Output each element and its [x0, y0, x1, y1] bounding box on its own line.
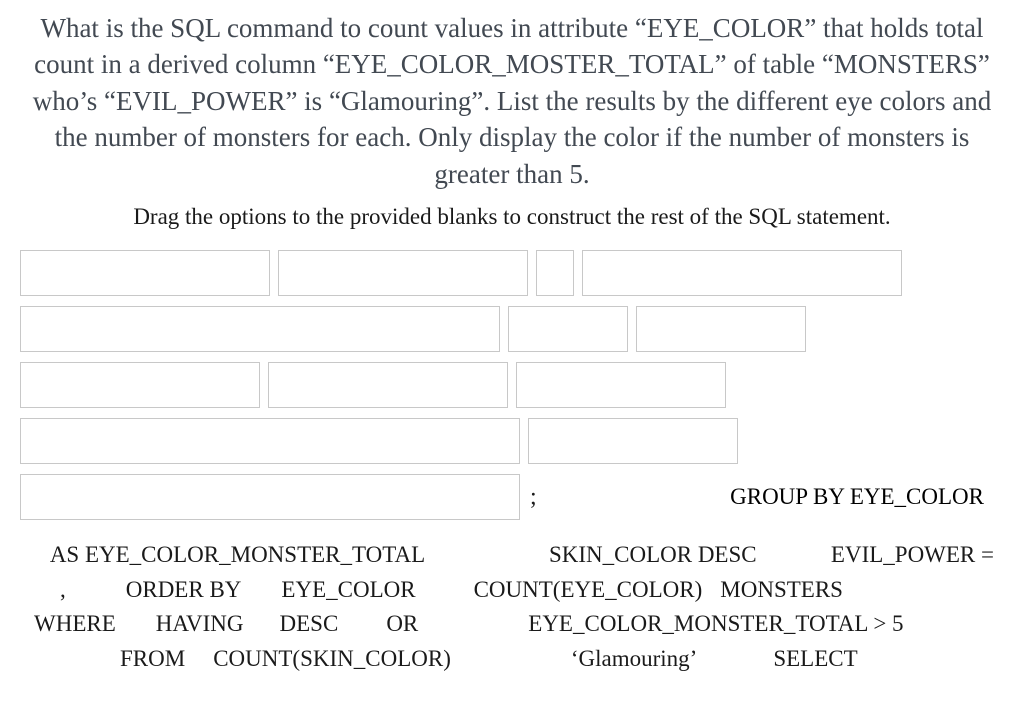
draggable-option[interactable]: AS EYE_COLOR_MONSTER_TOTAL — [50, 538, 425, 573]
option-row: WHERE HAVING DESC OR EYE_COLOR_MONSTER_TOTAL… — [30, 607, 994, 642]
blank-slot[interactable] — [536, 250, 574, 296]
draggable-option[interactable]: , — [60, 573, 66, 608]
blank-slot[interactable] — [268, 362, 508, 408]
draggable-option[interactable]: ‘Glamouring’ — [571, 642, 697, 677]
draggable-option[interactable]: FROM — [120, 642, 185, 677]
blank-slot[interactable] — [636, 306, 806, 352]
blank-row — [20, 250, 1004, 296]
blank-slot[interactable] — [20, 418, 520, 464]
draggable-option[interactable]: ORDER BY — [126, 573, 242, 608]
draggable-option[interactable]: EYE_COLOR_MONSTER_TOTAL > 5 — [528, 607, 903, 642]
blank-slot[interactable] — [528, 418, 738, 464]
draggable-option[interactable]: EYE_COLOR — [281, 573, 415, 608]
draggable-option[interactable]: COUNT(EYE_COLOR) — [474, 573, 703, 608]
blank-slot[interactable] — [20, 362, 260, 408]
draggable-option[interactable]: SELECT — [773, 642, 857, 677]
blank-row — [20, 306, 1004, 352]
blank-slot[interactable] — [508, 306, 628, 352]
option-row: , ORDER BY EYE_COLOR COUNT(EYE_COLOR) MONSTE… — [30, 573, 994, 608]
draggable-option[interactable]: WHERE — [34, 607, 116, 642]
draggable-option[interactable]: GROUP BY EYE_COLOR — [730, 484, 984, 510]
draggable-option[interactable]: HAVING — [156, 607, 244, 642]
blanks-container: ; GROUP BY EYE_COLOR — [20, 250, 1004, 520]
blank-slot[interactable] — [516, 362, 726, 408]
semicolon: ; — [528, 484, 539, 511]
blank-slot[interactable] — [20, 474, 520, 520]
blank-row — [20, 362, 1004, 408]
draggable-option[interactable]: OR — [386, 607, 418, 642]
option-row: AS EYE_COLOR_MONSTER_TOTAL SKIN_COLOR DES… — [30, 538, 994, 573]
draggable-option[interactable]: COUNT(SKIN_COLOR) — [213, 642, 451, 677]
draggable-option[interactable]: EVIL_POWER = — [831, 538, 994, 573]
blank-slot[interactable] — [20, 250, 270, 296]
blank-slot[interactable] — [582, 250, 902, 296]
blank-slot[interactable] — [278, 250, 528, 296]
blank-row: ; GROUP BY EYE_COLOR — [20, 474, 1004, 520]
instruction-text: Drag the options to the provided blanks … — [20, 204, 1004, 230]
draggable-option[interactable]: DESC — [280, 607, 339, 642]
blank-row — [20, 418, 1004, 464]
blank-slot[interactable] — [20, 306, 500, 352]
draggable-option[interactable]: SKIN_COLOR DESC — [549, 538, 757, 573]
options-area: AS EYE_COLOR_MONSTER_TOTAL SKIN_COLOR DES… — [20, 538, 1004, 676]
question-text: What is the SQL command to count values … — [20, 10, 1004, 192]
option-row: FROM COUNT(SKIN_COLOR) ‘Glamouring’ SELECT — [30, 642, 994, 677]
draggable-option[interactable]: MONSTERS — [720, 573, 843, 608]
